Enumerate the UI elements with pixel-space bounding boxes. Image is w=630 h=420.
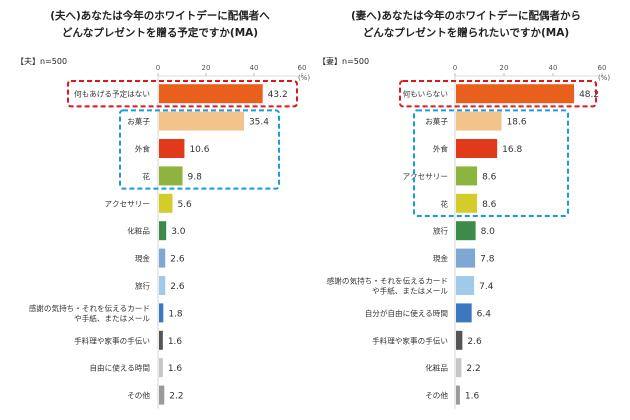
wife-bar [456, 139, 498, 158]
husband-bar [159, 330, 163, 350]
wife-category-label: 現金 [433, 253, 449, 263]
husband-category-label: 手料理や家事の手伝い [74, 335, 150, 345]
husband-highlight-blue-box [119, 109, 280, 190]
wife-unit-label: (%) [598, 74, 610, 82]
wife-bar [456, 330, 463, 350]
wife-bar [456, 221, 476, 241]
wife-data-label: 8.6 [482, 172, 497, 182]
husband-category-label: 感謝の気持ち・それを伝えるカードや手紙、またはメール [29, 303, 151, 323]
husband-data-label: 5.6 [177, 200, 192, 210]
wife-category-label: 外食 [433, 144, 449, 154]
husband-bar [159, 84, 263, 104]
husband-bar [159, 276, 166, 295]
chart-title-wife: (妻へ)あなたは今年のホワイトデーに配偶者から どんなプレゼントを贈られたいです… [350, 10, 582, 39]
wife-category-label: 旅行 [433, 226, 449, 236]
husband-data-label: 1.6 [168, 337, 183, 347]
wife-category-label: その他 [425, 390, 448, 400]
husband-data-label: 10.6 [189, 145, 209, 155]
husband-data-label: 2.2 [169, 392, 183, 402]
husband-data-label: 9.8 [188, 172, 203, 182]
wife-bar [456, 276, 475, 295]
wife-data-label: 8.0 [481, 227, 496, 237]
wife-bar [456, 248, 476, 268]
husband-data-label: 3.0 [171, 227, 186, 237]
wife-highlight-blue-box [413, 109, 569, 217]
wife-bar [456, 193, 478, 213]
husband-bar [159, 166, 183, 186]
sample-label-husband: 【夫】n=500 [16, 57, 68, 66]
husband-category-label: 花 [142, 171, 150, 181]
husband-category-label: 自由に使える時間 [89, 363, 150, 373]
husband-tick-label: 40 [250, 64, 259, 72]
husband-bar [159, 358, 163, 378]
wife-bar [456, 166, 478, 186]
husband-bar [159, 248, 166, 268]
wife-data-label: 6.4 [477, 309, 492, 319]
husband-category-label: その他 [127, 390, 150, 400]
husband-bar [159, 221, 167, 241]
wife-data-label: 18.6 [507, 118, 527, 128]
wife-category-label: 花 [440, 198, 448, 208]
wife-category-label: 何もいらない [403, 89, 448, 99]
wife-data-label: 2.2 [466, 364, 480, 374]
husband-category-label: 外食 [135, 144, 151, 154]
husband-data-label: 2.6 [170, 255, 185, 265]
wife-data-label: 7.8 [480, 255, 495, 265]
husband-bar [159, 193, 173, 213]
wife-tick-label: 40 [549, 64, 558, 72]
husband-data-label: 1.6 [168, 364, 183, 374]
husband-highlight-red-box [67, 80, 298, 108]
husband-bar [159, 303, 164, 323]
husband-category-label: 旅行 [135, 281, 151, 291]
husband-unit-label: (%) [298, 74, 310, 82]
husband-tick-label: 60 [298, 64, 307, 72]
sample-label-wife: 【妻】n=500 [318, 57, 370, 66]
wife-data-label: 1.6 [465, 392, 480, 402]
wife-bar [456, 385, 460, 405]
wife-category-label: お菓子 [425, 116, 448, 126]
wife-data-label: 16.8 [502, 145, 522, 155]
husband-data-label: 1.8 [168, 309, 183, 319]
husband-bar [159, 139, 185, 158]
wife-category-label: アクセサリー [402, 172, 448, 181]
husband-data-label: 43.2 [268, 90, 288, 100]
husband-tick-label: 0 [156, 64, 160, 72]
husband-category-label: 化粧品 [127, 226, 150, 236]
wife-data-label: 48.2 [579, 90, 599, 100]
wife-bar [456, 111, 502, 131]
wife-highlight-red-box [399, 80, 597, 108]
husband-category-label: 何もあげる予定はない [74, 89, 150, 99]
husband-data-label: 2.6 [170, 282, 185, 292]
husband-bar [159, 385, 165, 405]
wife-bar [456, 303, 472, 323]
wife-data-label: 2.6 [467, 337, 482, 347]
husband-bar [159, 111, 244, 131]
husband-data-label: 35.4 [249, 118, 269, 128]
wife-category-label: 化粧品 [425, 363, 448, 373]
wife-tick-label: 20 [500, 64, 509, 72]
wife-tick-label: 60 [598, 64, 607, 72]
husband-category-label: アクセサリー [104, 199, 150, 208]
chart-title-husband: (夫へ)あなたは今年のホワイトデーに配偶者へ どんなプレゼントを贈る予定ですか(… [50, 10, 270, 39]
wife-bar [456, 358, 462, 378]
wife-category-label: 手料理や家事の手伝い [372, 335, 448, 345]
husband-category-label: お菓子 [127, 116, 150, 126]
husband-category-label: 現金 [135, 253, 151, 263]
wife-category-label: 感謝の気持ち・それを伝えるカードや手紙、またはメール [327, 276, 449, 296]
wife-bar [456, 84, 575, 104]
wife-data-label: 7.4 [479, 282, 494, 292]
wife-data-label: 8.6 [482, 200, 497, 210]
wife-category-label: 自分が自由に使える時間 [365, 308, 448, 318]
wife-tick-label: 0 [453, 64, 457, 72]
husband-tick-label: 20 [202, 64, 211, 72]
